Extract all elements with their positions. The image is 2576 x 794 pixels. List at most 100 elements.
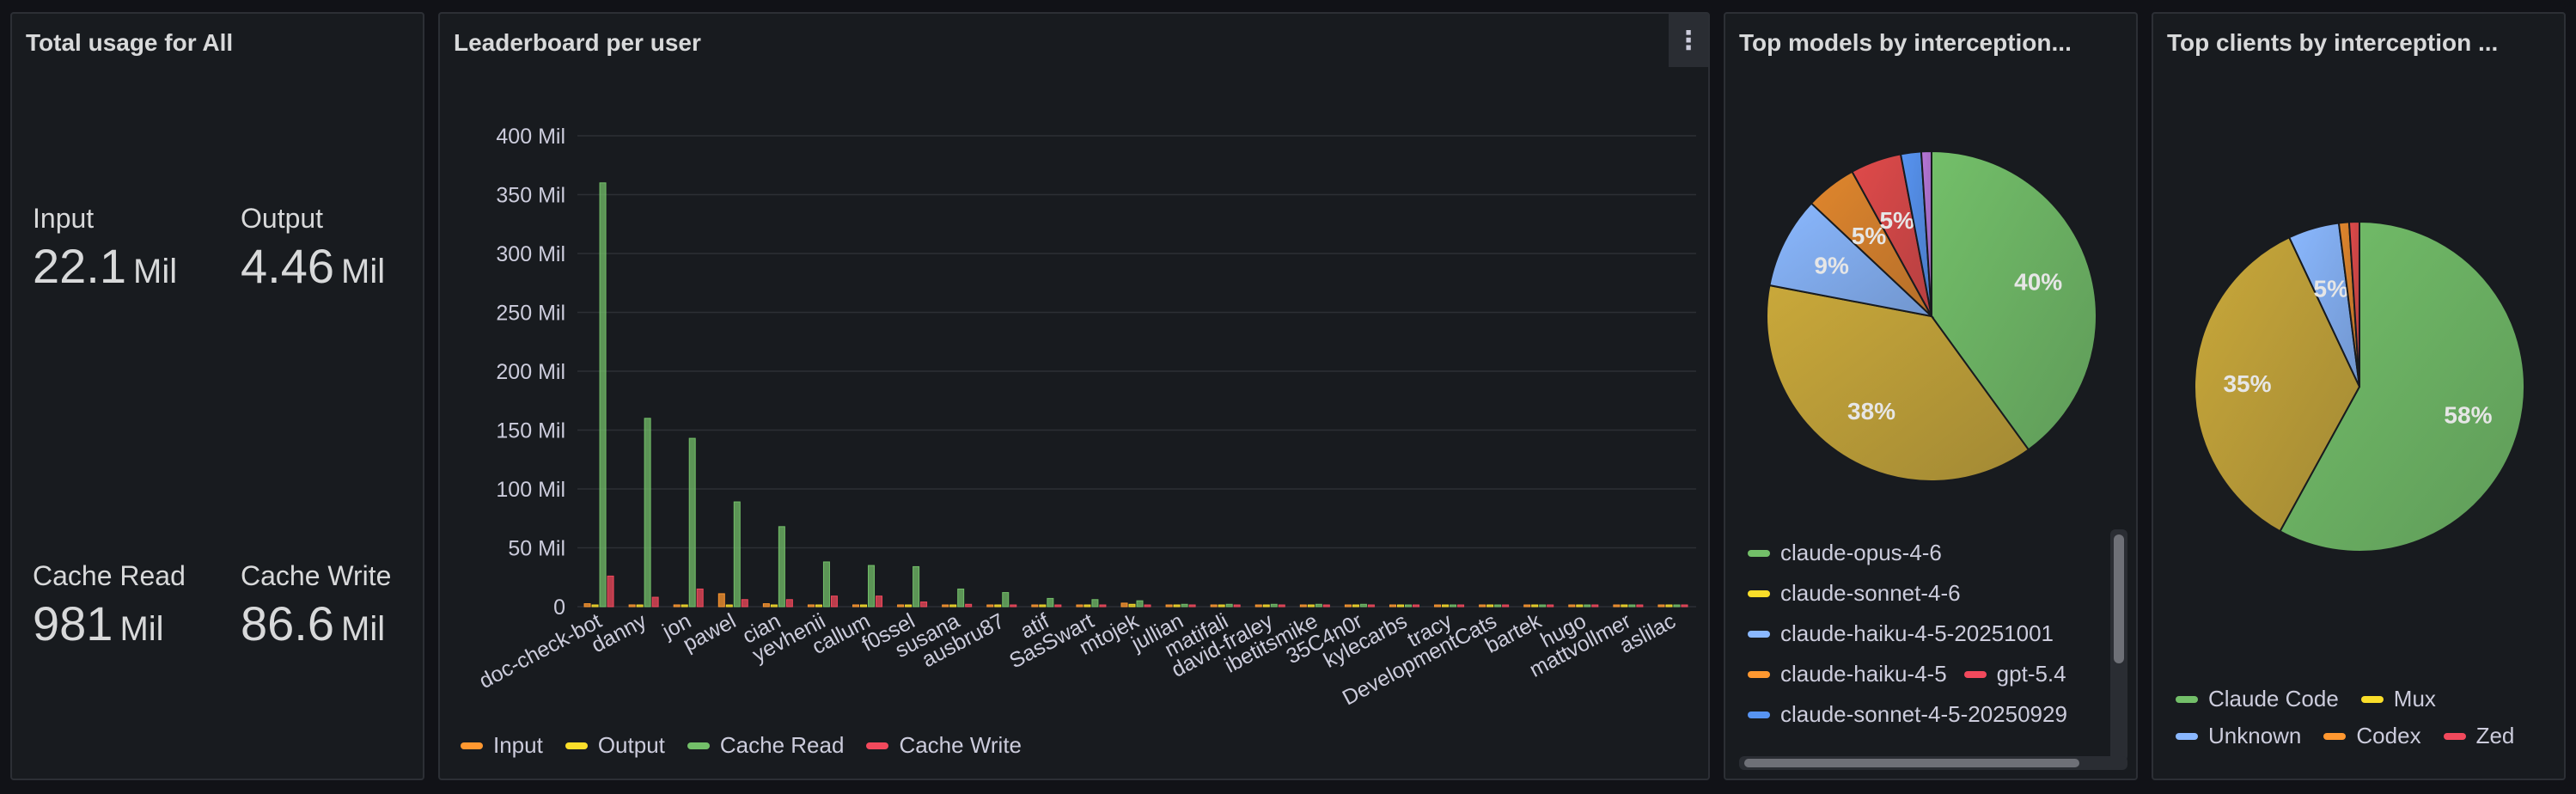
legend-item[interactable]: Cache Write [866,732,1022,759]
bar [1188,604,1196,608]
bar [868,565,876,608]
legend-item[interactable]: Output [565,732,665,759]
legend-label: claude-haiku-4-5-20251001 [1780,620,2054,646]
bar [1628,604,1636,608]
bar [628,604,636,608]
bar [1091,599,1099,608]
bar [942,604,949,608]
bar [1681,604,1688,608]
panel-title: Total usage for All [26,29,234,56]
chart-legend: Input Output Cache Read Cache Write [461,732,1044,759]
legend-row: claude-opus-4-6 [1748,533,2109,573]
stat-value: 86.6 Mil [241,596,386,650]
stat-input: Input 22.1 Mil [33,203,177,294]
legend-item[interactable]: Claude Code [2176,686,2339,712]
legend-label: Input [493,732,543,758]
legend-item[interactable]: claude-opus-4-6 [1748,533,1942,573]
bar [1412,604,1419,608]
bar [1210,604,1218,608]
stat-value: 981 Mil [33,596,164,650]
bar [583,603,591,608]
stat-value: 4.46 Mil [241,239,386,293]
legend-swatch [1748,670,1770,678]
bar [1494,604,1502,608]
legend-item[interactable]: claude-haiku-4-5 [1748,654,1947,694]
legend-item[interactable]: Codex [2323,723,2421,749]
bar [965,603,973,608]
bar [1254,604,1262,608]
bar [1568,604,1576,608]
legend-label: gpt-5.4 [1996,661,2066,687]
bar [1039,604,1047,608]
chart-legend: Claude Code Mux Unknown Codex Zed [2176,686,2554,749]
legend-swatch [866,742,889,749]
pie-slice-label: 9% [1814,253,1849,279]
legend-item[interactable]: claude-sonnet-4-6 [1748,573,1961,614]
bar [897,604,905,608]
legend-hscrollbar-thumb[interactable] [1744,759,2079,767]
pie-slice [1768,202,1935,318]
legend-item[interactable]: Cache Read [687,732,844,759]
y-tick-label: 50 Mil [508,537,565,561]
bar [1665,604,1673,608]
bar [1367,604,1375,608]
legend-swatch [1748,589,1770,597]
legend-item[interactable]: Mux [2360,686,2436,712]
pie-slice [2347,220,2360,388]
pie-slice-label: 5% [1879,207,1914,234]
pie-slice-label: 40% [2014,269,2062,296]
legend-swatch [461,742,483,749]
legend-label: claude-sonnet-4-6 [1780,580,1961,606]
bar [696,588,704,608]
bar [1054,604,1062,608]
bar [1576,604,1584,608]
legend-swatch [565,742,588,749]
y-tick-label: 300 Mil [496,242,565,266]
kebab-menu-icon[interactable]: ⋮ [1669,14,1708,67]
bar [1031,604,1039,608]
legend-item[interactable]: claude-haiku-4-5-20251001 [1748,614,2054,654]
legend-item[interactable]: Zed [2443,723,2515,749]
legend-label: claude-haiku-4-5 [1780,661,1947,687]
legend-label: Zed [2475,723,2515,748]
bar [986,604,994,608]
legend-scrollbar[interactable] [2110,529,2127,761]
legend-item[interactable]: gpt-5.4 [1963,654,2066,694]
legend-swatch [2443,732,2466,740]
pie-slice [1931,150,2097,451]
bar [1299,604,1307,608]
y-tick-label: 150 Mil [496,419,565,443]
pie-slice [1766,284,2030,482]
bar [1359,603,1367,608]
bar [1270,603,1278,608]
legend-item[interactable]: Unknown [2176,723,2301,749]
chart-legend: claude-opus-4-6 claude-sonnet-4-6 claude-h… [1748,533,2109,756]
legend-label: Output [597,732,665,758]
y-tick-label: 200 Mil [496,360,565,384]
leaderboard-panel: Leaderboard per user ⋮ 0 50 Mil 100 Mil 150… [438,12,1710,780]
legend-label: claude-opus-4-6 [1780,540,1942,565]
bar [1002,592,1010,608]
y-tick-label: 0 [553,596,565,620]
bar [1486,604,1494,608]
legend-hscrollbar[interactable] [1739,756,2127,770]
legend-swatch [2176,732,2198,740]
bar [1076,604,1084,608]
pie-slice-label: 58% [2444,401,2492,428]
legend-scrollbar-thumb[interactable] [2114,534,2124,663]
bar [1225,603,1233,608]
bar [1584,604,1591,608]
y-tick-label: 350 Mil [496,184,565,208]
legend-item[interactable]: Input [461,732,543,759]
panel-title: Top clients by interception ... [2167,29,2499,56]
bar [1396,604,1404,608]
bar [1591,604,1599,608]
stat-cache-read: Cache Read 981 Mil [33,560,186,651]
legend-item[interactable]: claude-sonnet-4-5-20250929 [1748,694,2067,735]
bar [673,604,681,608]
y-tick-label: 250 Mil [496,302,565,326]
legend-row: claude-haiku-4-5 gpt-5.4 [1748,654,2109,694]
bar [1404,604,1412,608]
legend-label: Mux [2393,686,2436,712]
bar [1128,603,1136,608]
